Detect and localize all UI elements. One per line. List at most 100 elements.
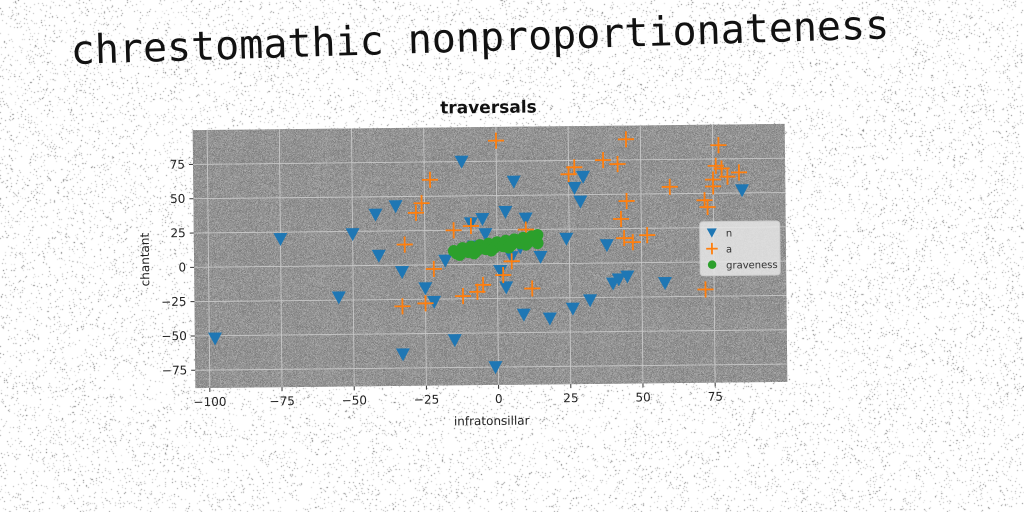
point-a [719, 168, 736, 185]
point-a [417, 295, 434, 312]
x-tick-label: 25 [563, 391, 578, 405]
y-tick-label: −75 [162, 363, 187, 377]
point-n [657, 276, 672, 290]
point-a [454, 288, 472, 305]
point-n [208, 332, 223, 346]
point-a [639, 227, 656, 244]
point-a [566, 159, 583, 176]
point-a [445, 222, 462, 239]
y-grid-line [194, 294, 787, 303]
series-n [208, 155, 749, 375]
y-grid-line [195, 363, 788, 371]
point-a [624, 234, 641, 251]
point-n [542, 312, 557, 326]
point-graveness [453, 248, 466, 261]
point-n [368, 208, 383, 222]
point-n [575, 170, 590, 184]
y-grid-line [193, 192, 786, 200]
point-a [503, 253, 520, 270]
point-n [611, 273, 626, 287]
point-n [388, 200, 403, 214]
x-tick-label: 0 [495, 392, 503, 406]
point-n [488, 361, 503, 375]
point-n [273, 232, 288, 246]
point-n [371, 249, 386, 263]
point-n [478, 228, 493, 242]
y-tick-label: −25 [161, 295, 186, 309]
point-a [697, 281, 714, 298]
point-n [567, 181, 582, 195]
x-tick-label: −50 [342, 393, 367, 407]
legend-label: graveness [726, 260, 778, 272]
point-n [620, 270, 635, 284]
point-a [618, 192, 635, 210]
x-axis-ticks: −100 −75 −50 −25 0 25 50 75 [193, 382, 723, 409]
x-grid-line [351, 128, 355, 387]
y-grid-line [194, 260, 787, 268]
y-tick-label: 0 [178, 260, 186, 274]
point-graveness [468, 247, 481, 260]
x-grid-line [278, 129, 283, 388]
point-a [524, 280, 541, 297]
point-n [395, 265, 410, 280]
x-axis-label: infratonsillar [454, 414, 530, 429]
x-tick-label: 50 [635, 390, 650, 404]
point-a [730, 164, 748, 181]
point-a [413, 195, 430, 212]
data-points [208, 131, 749, 375]
point-n [438, 254, 453, 268]
legend-marker-a [706, 242, 718, 255]
legend-marker-graveness [707, 260, 717, 269]
point-graveness [485, 244, 498, 257]
point-n [573, 195, 588, 209]
point-a [713, 160, 730, 177]
point-n [516, 308, 531, 322]
chart-title: traversals [440, 98, 537, 119]
point-a [696, 192, 713, 209]
x-tick-label: 75 [708, 390, 723, 404]
x-grid-line [423, 127, 427, 386]
point-a [407, 204, 424, 221]
point-n [395, 348, 410, 362]
point-a [616, 230, 633, 247]
point-a [487, 132, 505, 149]
point-a [661, 178, 678, 195]
point-n [498, 205, 513, 219]
point-n [533, 250, 548, 264]
y-axis-ticks: −75 −50 −25 0 25 50 75 [161, 157, 196, 378]
point-n [418, 282, 433, 296]
y-grid-line [193, 157, 786, 165]
point-n [734, 184, 749, 198]
y-grid-line [194, 329, 787, 337]
y-tick-label: 50 [170, 192, 185, 206]
x-grid-line [495, 126, 500, 385]
legend-label: n [726, 228, 732, 239]
point-n [518, 212, 533, 226]
y-tick-label: −50 [161, 329, 186, 343]
point-a [462, 217, 479, 235]
x-grid-line [639, 125, 644, 384]
legend-marker-n [706, 228, 717, 238]
point-n [345, 228, 360, 242]
point-n [559, 232, 574, 246]
point-n [499, 281, 514, 295]
legend-label: a [726, 244, 732, 255]
series-a [394, 131, 748, 315]
y-tick-label: 25 [170, 226, 185, 240]
x-grid-line [206, 129, 211, 388]
point-n [331, 291, 346, 305]
point-a [704, 171, 722, 188]
legend: na graveness [699, 220, 781, 277]
point-a [394, 298, 411, 315]
point-a [495, 267, 512, 284]
point-n [583, 294, 598, 308]
point-n [427, 295, 442, 309]
point-n [506, 175, 521, 189]
point-a [425, 260, 442, 277]
point-a [595, 152, 612, 169]
point-graveness [520, 238, 532, 251]
point-n [475, 213, 490, 227]
point-graveness [531, 237, 544, 250]
point-a [475, 276, 492, 293]
